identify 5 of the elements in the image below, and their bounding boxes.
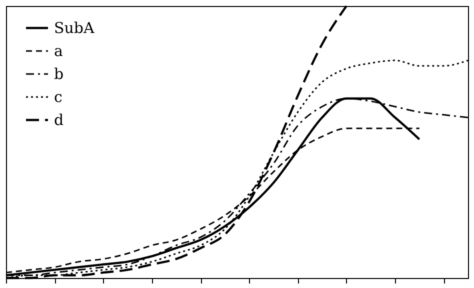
legend-label: d — [54, 111, 64, 129]
legend-label: b — [54, 65, 64, 83]
legend-label: SubA — [54, 19, 95, 37]
legend-label: a — [54, 42, 63, 60]
legend-label: c — [54, 88, 62, 106]
